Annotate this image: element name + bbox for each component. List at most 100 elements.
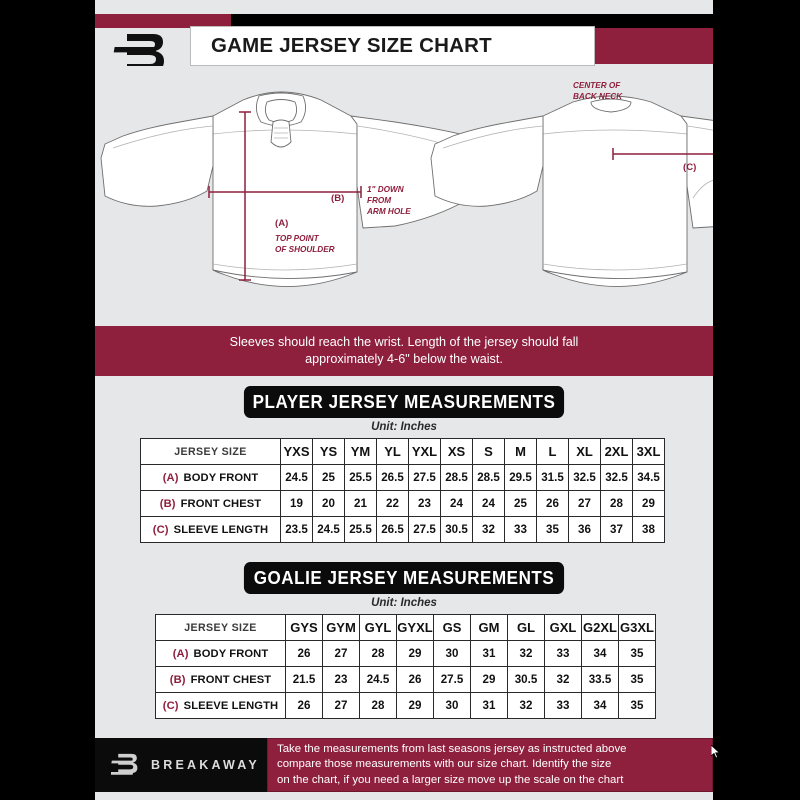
column-header-size: G3XL [618,614,656,641]
column-header-size: 3XL [632,438,665,465]
column-header-size: GM [470,614,508,641]
measurement-cell: 20 [312,490,345,517]
measurement-cell: 38 [632,516,665,543]
measurement-cell: 26 [285,692,323,719]
row-marker-tag: (B) [159,497,176,510]
fit-note-line-1: Sleeves should reach the wrist. Length o… [229,335,579,350]
footer-brand-block: BREAKAWAY [95,738,267,792]
player-section-title: PLAYER JERSEY MEASUREMENTS [243,386,565,418]
column-header-size: YS [312,438,345,465]
column-header-size: S [472,438,505,465]
measurement-cell: 28 [359,640,397,667]
measurement-cell: 30 [433,692,471,719]
measurement-cell: 33 [504,516,537,543]
measurement-cell: 35 [536,516,569,543]
row-marker-tag: (A) [162,471,179,484]
column-header-size: YXL [408,438,441,465]
table-row: (A) BODY FRONT 26 27 28 29 30 31 32 33 34 35 [155,640,656,667]
table-row: (A) BODY FRONT 24.5 25 25.5 26.5 27.5 28.5 28.5 2… [140,464,665,491]
column-header-size: XS [440,438,473,465]
measurement-cell: 19 [280,490,313,517]
player-unit-label: Unit: Inches [371,421,437,433]
measurement-cell: 30.5 [507,666,545,693]
row-label: (B) FRONT CHEST [155,666,286,693]
measurement-cell: 24 [472,490,505,517]
measurement-cell: 31 [470,692,508,719]
back-note-1: CENTER OF [573,81,621,90]
column-header-size: GYM [322,614,360,641]
goalie-section-title: GOALIE JERSEY MEASUREMENTS [243,562,565,594]
table-row: (B) FRONT CHEST 21.5 23 24.5 26 27.5 29 30.5 32 33… [155,666,656,693]
measurement-cell: 26 [396,666,434,693]
measurement-cell: 23 [322,666,360,693]
measurement-cell: 29 [396,640,434,667]
measurement-cell: 37 [600,516,633,543]
measurement-cell: 33.5 [581,666,619,693]
measurement-cell: 25.5 [344,464,377,491]
measurement-cell: 25.5 [344,516,377,543]
measurement-cell: 26.5 [376,516,409,543]
row-label: (A) BODY FRONT [155,640,286,667]
measurement-cell: 33 [544,640,582,667]
measurement-cell: 32 [544,666,582,693]
row-marker-tag: (A) [172,647,189,660]
column-header-size: YL [376,438,409,465]
table-row: (C) SLEEVE LENGTH 23.5 24.5 25.5 26.5 27.5 30.5… [140,516,665,543]
footer-line-1: Take the measurements from last seasons … [277,742,627,755]
column-header-size: YXS [280,438,313,465]
measurement-cell: 24.5 [359,666,397,693]
measurement-cell: 35 [618,666,656,693]
row-marker-tag: (B) [169,673,186,686]
column-header-size: GYL [359,614,397,641]
measurement-cell: 32 [507,640,545,667]
front-marker-b-note-1: 1" DOWN [367,185,405,194]
jersey-diagram-area: .js { fill:#ffffff; stroke:#6f6f6f; stro… [95,66,713,318]
footer-line-2: compare those measurements with our size… [277,758,612,771]
goalie-measurements-table: JERSEY SIZE GYS GYM GYL GYXL GS GM GL GXL G2XL G3X… [155,614,656,719]
column-header-size: G2XL [581,614,619,641]
row-label: (B) FRONT CHEST [140,490,281,517]
measurement-cell: 28.5 [440,464,473,491]
measurement-cell: 32.5 [600,464,633,491]
front-marker-a: (A) [275,218,288,229]
measurement-cell: 22 [376,490,409,517]
column-header-size: YM [344,438,377,465]
measurement-cell: 31 [470,640,508,667]
column-header-size: M [504,438,537,465]
measurement-cell: 25 [312,464,345,491]
back-marker-c: (C) [683,162,696,173]
column-header-size: XL [568,438,601,465]
measurement-cell: 36 [568,516,601,543]
measurement-cell: 32 [472,516,505,543]
measurement-cell: 26 [285,640,323,667]
measurement-cell: 32.5 [568,464,601,491]
measurement-cell: 28 [359,692,397,719]
page-title: GAME JERSEY SIZE CHART [211,34,492,57]
measurement-cell: 23 [408,490,441,517]
table-header-row: JERSEY SIZE YXS YS YM YL YXL XS S M L XL 2XL 3XL [140,438,665,465]
measurement-cell: 34 [581,640,619,667]
row-marker-tag: (C) [152,523,169,536]
column-header-jersey-size: JERSEY SIZE [155,614,286,641]
measurement-cell: 27 [322,692,360,719]
table-row: (B) FRONT CHEST 19 20 21 22 23 24 24 25 26 27 28 29 [140,490,665,517]
footer-brand-name: BREAKAWAY [151,758,260,772]
measurement-cell: 25 [504,490,537,517]
measurement-cell: 30 [433,640,471,667]
size-chart-document: GAME JERSEY SIZE CHART .js { fill:#fffff… [95,0,713,800]
measurement-cell: 27 [568,490,601,517]
measurement-cell: 30.5 [440,516,473,543]
breakaway-b-logo-icon [111,750,141,780]
column-header-size: GS [433,614,471,641]
measurement-cell: 33 [544,692,582,719]
column-header-size: GXL [544,614,582,641]
measurement-cell: 27.5 [408,464,441,491]
measurement-cell: 23.5 [280,516,313,543]
table-row: (C) SLEEVE LENGTH 26 27 28 29 30 31 32 33 34 35 [155,692,656,719]
measurement-cell: 27.5 [408,516,441,543]
measurement-cell: 26.5 [376,464,409,491]
column-header-size: L [536,438,569,465]
row-label: (C) SLEEVE LENGTH [140,516,281,543]
front-marker-a-note-2: OF SHOULDER [275,245,335,254]
